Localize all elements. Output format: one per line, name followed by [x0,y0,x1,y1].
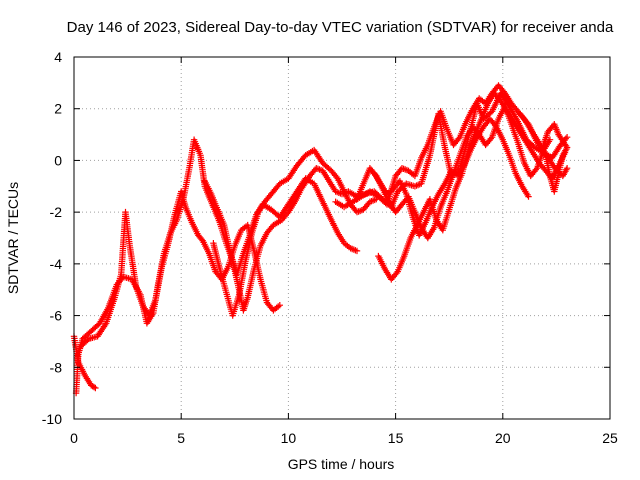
y-tick-label: 4 [54,49,62,65]
tick-labels: 0 5 10 15 20 25 -10 -8 -6 -4 -2 0 2 4 [42,49,618,446]
series-markers [210,146,380,319]
y-tick-label: 2 [54,101,62,117]
y-tick-label: -10 [42,411,62,427]
series-markers [77,188,283,350]
x-tick-label: 20 [495,430,511,446]
x-tick-label: 10 [281,430,297,446]
x-tick-label: 15 [388,430,404,446]
chart-title: Day 146 of 2023, Sidereal Day-to-day VTE… [67,19,614,36]
x-tick-label: 5 [177,430,185,446]
y-tick-label: -8 [50,359,63,375]
y-tick-label: 0 [54,152,62,168]
series-track-5 [210,146,380,319]
y-axis-title: SDTVAR / TECUs [5,182,21,294]
series-track-10 [516,110,571,195]
series-markers [516,110,571,195]
grid-lines [74,57,610,419]
series-markers [201,175,361,278]
y-tick-label: -6 [50,308,63,324]
series-track-4 [201,175,361,278]
series-markers [72,90,571,397]
x-tick-label: 0 [70,430,78,446]
series-track-2 [72,90,571,397]
series-track-3 [77,188,283,350]
y-tick-label: -2 [50,204,63,220]
y-tick-label: -4 [50,256,63,272]
x-tick-label: 25 [602,430,618,446]
plot-frame [73,56,611,420]
data-series [70,82,571,397]
x-axis-title: GPS time / hours [288,456,395,472]
axis-ticks [73,56,611,420]
